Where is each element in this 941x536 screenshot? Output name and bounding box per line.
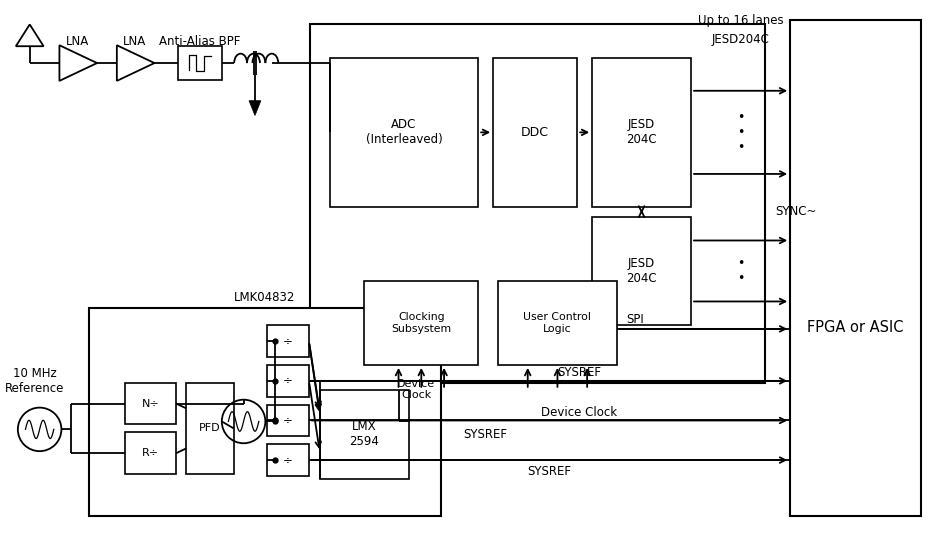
Text: JESD
204C: JESD 204C — [627, 257, 657, 285]
Text: PFD: PFD — [199, 423, 221, 434]
FancyBboxPatch shape — [267, 405, 309, 436]
Text: SYNC~: SYNC~ — [775, 205, 817, 218]
Text: LMX
2594: LMX 2594 — [349, 420, 379, 448]
Text: Up to 16 lanes: Up to 16 lanes — [698, 14, 784, 27]
Text: •
•
•: • • • — [737, 111, 744, 154]
Text: ÷: ÷ — [283, 414, 293, 427]
Text: ÷: ÷ — [283, 335, 293, 348]
Text: SYSREF: SYSREF — [557, 367, 601, 379]
FancyBboxPatch shape — [89, 308, 440, 516]
Text: JESD204C: JESD204C — [711, 33, 770, 46]
Text: Device
Clock: Device Clock — [397, 379, 436, 400]
FancyBboxPatch shape — [267, 325, 309, 357]
Text: •
•: • • — [737, 257, 744, 285]
FancyBboxPatch shape — [790, 20, 921, 516]
Text: Anti-Alias BPF: Anti-Alias BPF — [159, 35, 241, 48]
FancyBboxPatch shape — [364, 281, 478, 365]
Text: SYSREF: SYSREF — [463, 428, 507, 441]
Text: LNA: LNA — [66, 35, 88, 48]
Text: ÷: ÷ — [283, 453, 293, 466]
FancyBboxPatch shape — [498, 281, 617, 365]
FancyBboxPatch shape — [178, 46, 222, 80]
FancyBboxPatch shape — [125, 383, 176, 425]
FancyBboxPatch shape — [310, 25, 765, 383]
Text: LMK04832: LMK04832 — [234, 291, 295, 304]
Text: DDC: DDC — [521, 126, 550, 139]
Text: R÷: R÷ — [142, 448, 159, 458]
Text: Device Clock: Device Clock — [541, 406, 617, 419]
Text: FPGA or ASIC: FPGA or ASIC — [807, 320, 903, 335]
FancyBboxPatch shape — [320, 390, 409, 479]
FancyBboxPatch shape — [267, 365, 309, 397]
FancyBboxPatch shape — [186, 383, 233, 474]
Text: LNA: LNA — [123, 35, 146, 48]
Text: SPI: SPI — [627, 314, 645, 326]
FancyBboxPatch shape — [267, 444, 309, 476]
FancyBboxPatch shape — [493, 58, 577, 206]
Text: SYSREF: SYSREF — [528, 465, 571, 479]
Text: 10 MHz
Reference: 10 MHz Reference — [5, 367, 64, 395]
FancyBboxPatch shape — [592, 58, 691, 206]
FancyBboxPatch shape — [125, 433, 176, 474]
FancyBboxPatch shape — [329, 58, 478, 206]
Text: N÷: N÷ — [142, 399, 159, 408]
Polygon shape — [249, 101, 261, 116]
Text: ADC
(Interleaved): ADC (Interleaved) — [366, 118, 442, 146]
Text: Clocking
Subsystem: Clocking Subsystem — [391, 312, 452, 334]
Text: JESD
204C: JESD 204C — [627, 118, 657, 146]
Text: User Control
Logic: User Control Logic — [523, 312, 591, 334]
FancyBboxPatch shape — [592, 217, 691, 325]
Text: ÷: ÷ — [283, 374, 293, 388]
